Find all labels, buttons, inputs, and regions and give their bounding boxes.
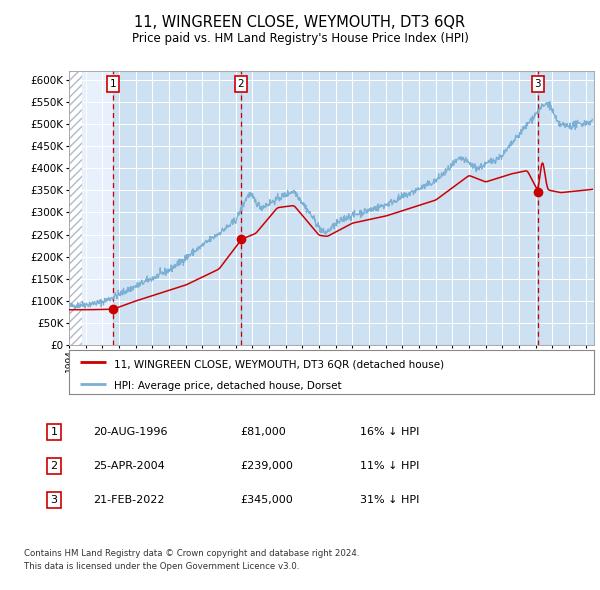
Text: 1: 1	[110, 79, 116, 89]
Text: 11, WINGREEN CLOSE, WEYMOUTH, DT3 6QR (detached house): 11, WINGREEN CLOSE, WEYMOUTH, DT3 6QR (d…	[113, 359, 444, 369]
Bar	[69, 71, 82, 345]
Text: HPI: Average price, detached house, Dorset: HPI: Average price, detached house, Dors…	[113, 381, 341, 391]
Text: £345,000: £345,000	[240, 496, 293, 505]
Text: 11, WINGREEN CLOSE, WEYMOUTH, DT3 6QR: 11, WINGREEN CLOSE, WEYMOUTH, DT3 6QR	[134, 15, 466, 30]
Text: Price paid vs. HM Land Registry's House Price Index (HPI): Price paid vs. HM Land Registry's House …	[131, 32, 469, 45]
Text: £239,000: £239,000	[240, 461, 293, 471]
Bar	[538, 71, 594, 345]
Text: 20-AUG-1996: 20-AUG-1996	[93, 427, 167, 437]
Text: 31% ↓ HPI: 31% ↓ HPI	[360, 496, 419, 505]
Bar	[113, 71, 241, 345]
Text: 3: 3	[535, 79, 541, 89]
Text: £81,000: £81,000	[240, 427, 286, 437]
Text: 21-FEB-2022: 21-FEB-2022	[93, 496, 164, 505]
Bar	[241, 71, 538, 345]
Text: 3: 3	[50, 496, 58, 505]
Text: 25-APR-2004: 25-APR-2004	[93, 461, 165, 471]
Text: 2: 2	[50, 461, 58, 471]
Text: 16% ↓ HPI: 16% ↓ HPI	[360, 427, 419, 437]
Text: 11% ↓ HPI: 11% ↓ HPI	[360, 461, 419, 471]
Text: Contains HM Land Registry data © Crown copyright and database right 2024.: Contains HM Land Registry data © Crown c…	[24, 549, 359, 558]
Text: 2: 2	[238, 79, 244, 89]
Text: 1: 1	[50, 427, 58, 437]
Text: This data is licensed under the Open Government Licence v3.0.: This data is licensed under the Open Gov…	[24, 562, 299, 571]
